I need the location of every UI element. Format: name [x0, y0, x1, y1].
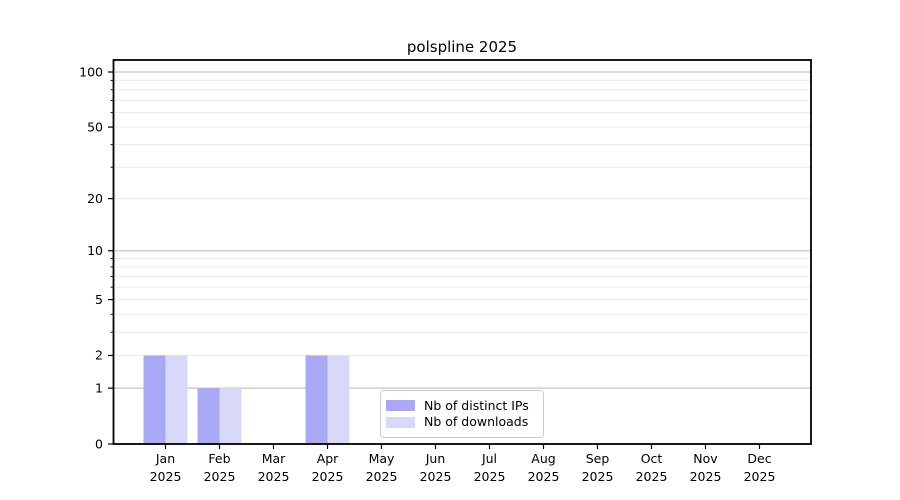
chart-title: polspline 2025 — [407, 38, 517, 56]
bar-downloads-feb — [219, 388, 242, 444]
x-tick-label-year: 2025 — [150, 469, 182, 484]
bar-distinct-ips-apr — [305, 355, 328, 444]
y-tick-label: 50 — [87, 119, 103, 134]
legend-item-distinct-ips: Nb of distinct IPs — [386, 397, 537, 413]
x-tick-label-year: 2025 — [312, 469, 344, 484]
x-tick-label-month: Apr — [317, 451, 339, 466]
legend-swatch-distinct-ips — [386, 400, 415, 412]
bar-distinct-ips-feb — [197, 388, 220, 444]
x-tick-label-year: 2025 — [258, 469, 290, 484]
x-tick-label-month: Mar — [262, 451, 286, 466]
x-tick-label-year: 2025 — [690, 469, 722, 484]
legend-label-distinct-ips: Nb of distinct IPs — [424, 397, 529, 413]
legend-item-downloads: Nb of downloads — [386, 414, 537, 429]
y-tick-label: 100 — [79, 64, 103, 79]
x-tick-label-year: 2025 — [582, 469, 614, 484]
bar-downloads-apr — [327, 355, 350, 444]
y-tick-label: 0 — [95, 436, 103, 451]
x-tick-label-year: 2025 — [366, 469, 398, 484]
x-tick-label-year: 2025 — [528, 469, 560, 484]
x-tick-label-year: 2025 — [636, 469, 668, 484]
x-tick-label-month: May — [369, 451, 395, 466]
x-tick-label-month: Jun — [425, 451, 446, 466]
plot-border — [112, 59, 812, 445]
bar-distinct-ips-jan — [143, 355, 166, 444]
x-tick-label-month: Feb — [208, 451, 230, 466]
x-tick-label-month: Nov — [693, 451, 718, 466]
x-tick-label-month: Jul — [481, 451, 497, 466]
x-tick-label-month: Sep — [586, 451, 610, 466]
x-tick-label-year: 2025 — [474, 469, 506, 484]
bar-downloads-jan — [165, 355, 188, 444]
x-tick-label-year: 2025 — [204, 469, 236, 484]
x-tick-label-month: Jan — [155, 451, 175, 466]
x-tick-label-month: Aug — [531, 451, 555, 466]
x-tick-label-year: 2025 — [744, 469, 776, 484]
y-tick-label: 10 — [87, 243, 103, 258]
chart-legend: Nb of distinct IPs Nb of downloads — [380, 390, 544, 438]
y-tick-label: 2 — [95, 348, 103, 363]
legend-label-downloads: Nb of downloads — [424, 414, 529, 429]
y-tick-label: 20 — [87, 191, 103, 206]
x-tick-label-year: 2025 — [420, 469, 452, 484]
y-tick-label: 5 — [95, 292, 103, 307]
x-tick-label-month: Oct — [641, 451, 663, 466]
legend-swatch-downloads — [386, 416, 415, 428]
x-tick-label-month: Dec — [747, 451, 771, 466]
y-tick-label: 1 — [95, 380, 103, 395]
